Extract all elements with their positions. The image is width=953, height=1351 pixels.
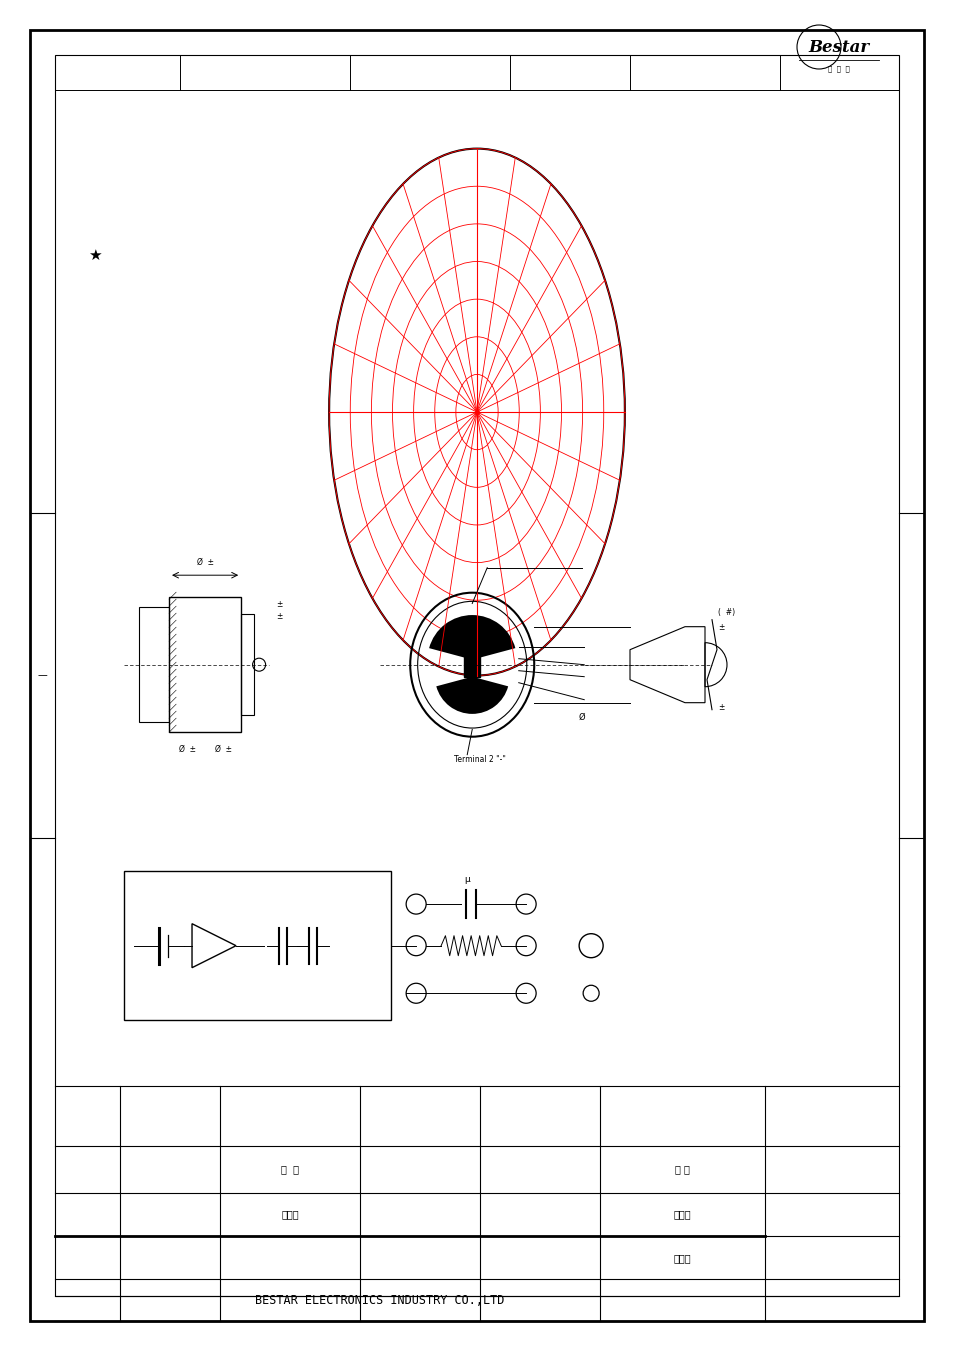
Text: 李红元: 李红元 bbox=[673, 1252, 690, 1263]
Text: ±: ± bbox=[718, 623, 723, 632]
Bar bbox=[464, 655, 479, 677]
Bar bbox=[241, 615, 253, 715]
Text: 博  士  达: 博 士 达 bbox=[827, 66, 849, 73]
Text: 徐  波: 徐 波 bbox=[281, 1165, 298, 1174]
Text: ±: ± bbox=[275, 612, 282, 621]
Text: Terminal 2 "-": Terminal 2 "-" bbox=[454, 755, 505, 763]
Text: ±: ± bbox=[275, 600, 282, 609]
Text: 徐 波: 徐 波 bbox=[674, 1165, 689, 1174]
Text: μ: μ bbox=[464, 875, 470, 884]
Wedge shape bbox=[436, 677, 508, 713]
Text: Ø  ±: Ø ± bbox=[178, 746, 195, 754]
Text: ★: ★ bbox=[88, 247, 102, 262]
Wedge shape bbox=[429, 615, 515, 659]
Text: BESTAR ELECTRONICS INDUSTRY CO.,LTD: BESTAR ELECTRONICS INDUSTRY CO.,LTD bbox=[255, 1293, 504, 1306]
Text: —: — bbox=[37, 670, 47, 681]
Text: Ø  ±: Ø ± bbox=[214, 746, 232, 754]
Bar bbox=[139, 608, 169, 721]
Text: 王莉媊: 王莉媊 bbox=[281, 1209, 298, 1219]
Bar bbox=[124, 871, 391, 1020]
Text: ±: ± bbox=[718, 703, 723, 712]
Text: (  #): ( #) bbox=[718, 608, 735, 616]
Text: 陶红仲: 陶红仲 bbox=[673, 1209, 690, 1219]
Text: Ø  ±: Ø ± bbox=[196, 558, 213, 567]
Bar bbox=[55, 55, 898, 1296]
Text: Bestar: Bestar bbox=[807, 38, 868, 55]
Bar bbox=[169, 597, 241, 732]
Text: Ø: Ø bbox=[578, 713, 585, 721]
